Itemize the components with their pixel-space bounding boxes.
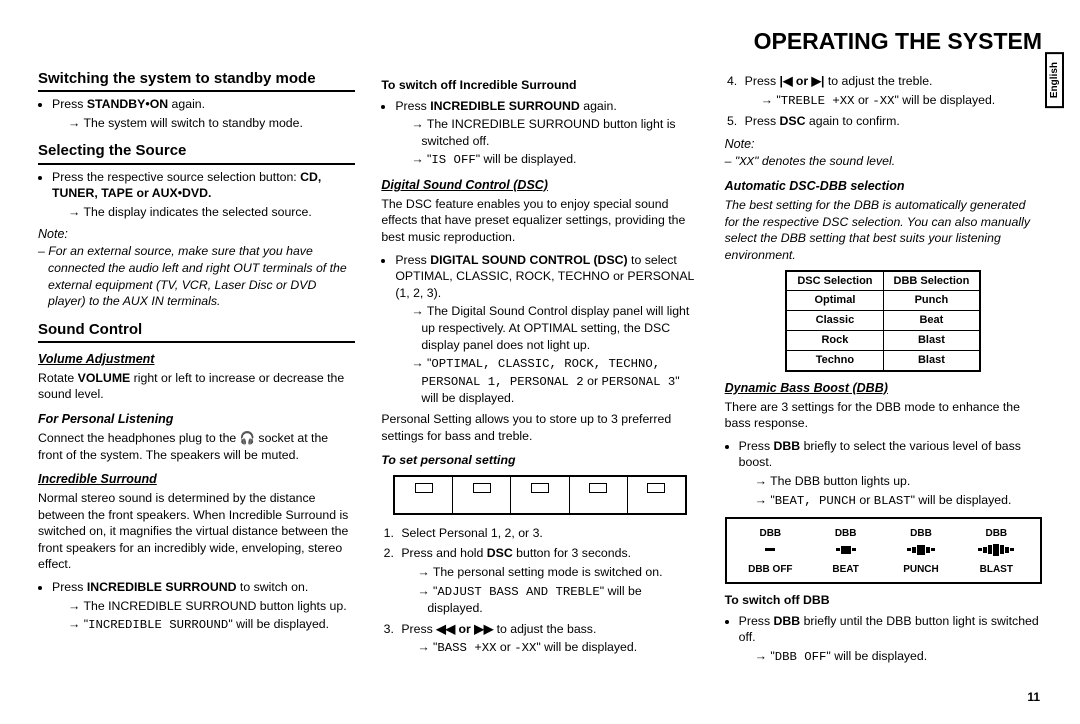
text: Rotate — [38, 371, 78, 385]
heading-sound-control: Sound Control — [38, 320, 355, 343]
result-arrow: "IS OFF" will be displayed. — [407, 151, 698, 169]
result-arrow: The INCREDIBLE SURROUND button light is … — [407, 116, 698, 149]
result-arrow: The INCREDIBLE SURROUND button lights up… — [64, 598, 355, 615]
bullet: Press the respective source selection bu… — [52, 169, 355, 221]
result-arrow: The Digital Sound Control display panel … — [407, 303, 698, 353]
column-1: Switching the system to standby mode Pre… — [38, 69, 355, 670]
table-cell: Rock — [786, 331, 883, 351]
paragraph: Rotate VOLUME right or left to increase … — [38, 370, 355, 403]
table-cell: Blast — [883, 331, 980, 351]
paragraph: Normal stereo sound is determined by the… — [38, 490, 355, 573]
dbb-level: DBB BEAT — [808, 527, 883, 576]
result-arrow: The display indicates the selected sourc… — [64, 204, 355, 221]
column-3: Press |◀ or ▶| to adjust the treble. "TR… — [725, 69, 1042, 670]
paragraph: There are 3 settings for the DBB mode to… — [725, 399, 1042, 432]
bullet: Press INCREDIBLE SURROUND again. The INC… — [395, 98, 698, 169]
text-bold: VOLUME — [78, 371, 131, 385]
control-panel-diagram — [393, 475, 686, 515]
step: Select Personal 1, 2, or 3. — [397, 525, 698, 542]
subheading-personal-listening: For Personal Listening — [38, 411, 355, 428]
subheading-incredible-surround: Incredible Surround — [38, 471, 355, 488]
language-tab: English — [1045, 52, 1064, 108]
heading-source: Selecting the Source — [38, 141, 355, 164]
paragraph: The DSC feature enables you to enjoy spe… — [381, 196, 698, 246]
bullet: Press STANDBY•ON again. The system will … — [52, 96, 355, 131]
table-cell: Classic — [786, 311, 883, 331]
paragraph: Connect the headphones plug to the 🎧 soc… — [38, 430, 355, 463]
text: to switch on. — [236, 580, 308, 594]
note-label: Note: — [38, 226, 355, 243]
dsc-dbb-table: DSC SelectionDBB Selection OptimalPunchC… — [785, 270, 981, 372]
step: Press and hold DSC button for 3 seconds.… — [397, 545, 698, 616]
subheading-switch-off-is: To switch off Incredible Surround — [381, 77, 698, 94]
result-arrow: "INCREDIBLE SURROUND" will be displayed. — [64, 616, 355, 634]
subheading-auto-dsc-dbb: Automatic DSC-DBB selection — [725, 178, 1042, 195]
bullet: Press DIGITAL SOUND CONTROL (DSC) to sel… — [395, 252, 698, 407]
note-body: For an external source, make sure that y… — [38, 243, 355, 309]
subheading-dsc: Digital Sound Control (DSC) — [381, 177, 698, 194]
subheading-switch-off-dbb: To switch off DBB — [725, 592, 1042, 609]
text: Press the respective source selection bu… — [52, 170, 300, 184]
table-cell: Beat — [883, 311, 980, 331]
page-title: OPERATING THE SYSTEM — [754, 28, 1042, 55]
bullet: Press INCREDIBLE SURROUND to switch on. … — [52, 579, 355, 634]
paragraph: The best setting for the DBB is automati… — [725, 197, 1042, 263]
manual-page: OPERATING THE SYSTEM English Switching t… — [0, 0, 1080, 724]
steps-list-cont: Press |◀ or ▶| to adjust the treble. "TR… — [725, 73, 1042, 130]
step: Press DSC again to confirm. — [741, 113, 1042, 130]
content-columns: Switching the system to standby mode Pre… — [38, 69, 1042, 670]
dbb-level: DBB DBB OFF — [733, 527, 808, 576]
title-rest: THE SYSTEM — [889, 28, 1042, 54]
text: Press — [52, 580, 87, 594]
text-bold: INCREDIBLE SURROUND — [87, 580, 237, 594]
subheading-dbb: Dynamic Bass Boost (DBB) — [725, 380, 1042, 397]
table-cell: Optimal — [786, 291, 883, 311]
table-header: DSC Selection — [786, 271, 883, 291]
result-arrow: The system will switch to standby mode. — [64, 115, 355, 132]
dbb-level: DBB BLAST — [959, 527, 1034, 576]
subheading-volume: Volume Adjustment — [38, 351, 355, 368]
page-number: 11 — [1027, 690, 1040, 704]
heading-standby: Switching the system to standby mode — [38, 69, 355, 92]
title-bar: OPERATING THE SYSTEM — [38, 28, 1042, 55]
bullet: Press DBB briefly to select the various … — [739, 438, 1042, 509]
dbb-levels-diagram: DBB DBB OFF DBB BEAT DBB PUNCH DBB — [725, 517, 1042, 584]
note-body: "XX" denotes the sound level. — [725, 153, 1042, 171]
text: Press STANDBY•ON again. — [52, 97, 205, 111]
table-header: DBB Selection — [883, 271, 980, 291]
bullet: Press DBB briefly until the DBB button l… — [739, 613, 1042, 666]
note-label: Note: — [725, 136, 1042, 153]
subheading-set-personal: To set personal setting — [381, 452, 698, 469]
dbb-level: DBB PUNCH — [883, 527, 958, 576]
step: Press ◀◀ or ▶▶ to adjust the bass. "BASS… — [397, 621, 698, 657]
step: Press |◀ or ▶| to adjust the treble. "TR… — [741, 73, 1042, 109]
title-strong: OPERATING — [754, 28, 889, 54]
table-cell: Techno — [786, 350, 883, 370]
paragraph: Personal Setting allows you to store up … — [381, 411, 698, 444]
table-cell: Blast — [883, 350, 980, 370]
table-cell: Punch — [883, 291, 980, 311]
steps-list: Select Personal 1, 2, or 3. Press and ho… — [381, 525, 698, 657]
result-arrow: "OPTIMAL, CLASSIC, ROCK, TECHNO, PERSONA… — [407, 355, 698, 407]
column-2: To switch off Incredible Surround Press … — [381, 69, 698, 670]
